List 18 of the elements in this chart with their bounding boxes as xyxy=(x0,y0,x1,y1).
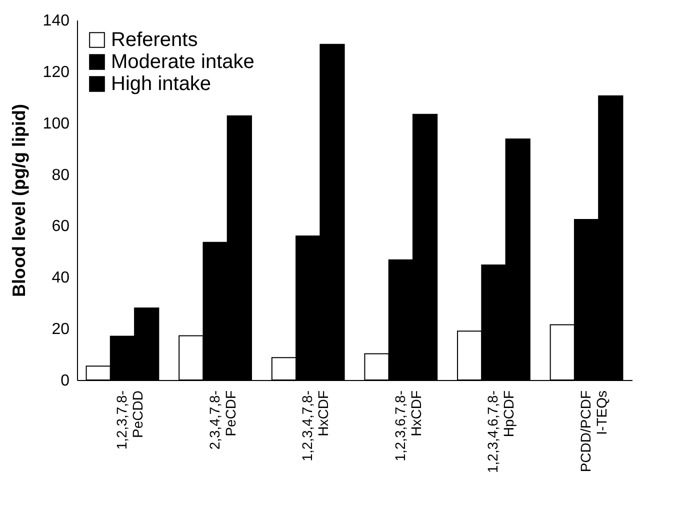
x-tick-label: 1,2,3,4,7,8- HxCDF xyxy=(299,390,332,462)
x-tick-label: 2,3,4,7,8- PeCDF xyxy=(206,390,238,450)
legend-label: Moderate intake xyxy=(111,51,254,73)
y-tick-label: 20 xyxy=(52,321,70,338)
y-tick-label: 100 xyxy=(42,115,70,132)
x-tick-label: 1,2,3,4,6,7,8- HpCDF xyxy=(484,390,517,474)
y-axis-title: Blood level (pg/g lipid) xyxy=(8,104,29,297)
x-tick-label: 1,2,3,6,7,8- HxCDF xyxy=(392,390,424,462)
y-tick-label: 0 xyxy=(60,372,70,390)
y-tick-label: 40 xyxy=(52,270,70,287)
legend-label: High intake xyxy=(111,73,212,95)
y-tick-label: 140 xyxy=(42,12,70,30)
legend-label: Referents xyxy=(111,29,198,51)
y-tick-label: 60 xyxy=(52,218,70,236)
y-tick-label: 120 xyxy=(42,64,70,81)
x-tick-label: 1,2,3,7,8- PeCDD xyxy=(113,390,146,450)
y-tick-label: 80 xyxy=(52,166,70,184)
x-tick-label: PCDD/PCDF I-TEQs xyxy=(578,390,610,472)
